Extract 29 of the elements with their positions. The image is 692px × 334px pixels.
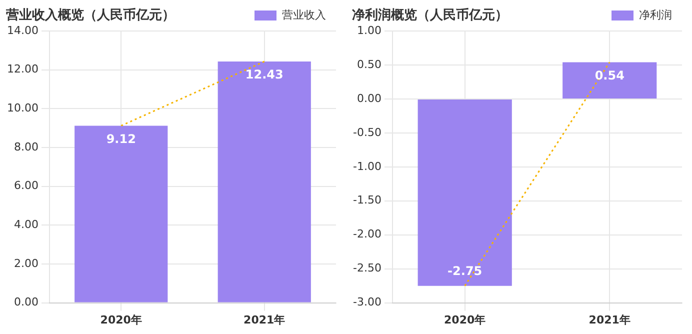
x-tick-label: 2021年 [244,313,286,326]
y-tick-label: 10.00 [6,102,38,115]
y-tick-label: 2.00 [14,256,38,270]
x-tick-label: 2020年 [100,313,142,326]
y-tick-label: -2.50 [352,262,382,275]
data-label: 0.54 [594,68,624,82]
data-label: -2.75 [448,264,482,278]
y-tick-label: 8.00 [14,140,38,154]
legend-label: 营业收入 [282,8,326,22]
x-tick-label: 2020年 [444,313,486,326]
y-tick-label: 14.00 [6,24,38,37]
y-tick-label: 6.00 [14,179,38,192]
chart-title: 净利润概览（人民币亿元） [352,6,508,24]
y-tick-label: -2.00 [352,228,382,241]
chart-title: 营业收入概览（人民币亿元） [6,6,175,24]
y-tick-label: 12.00 [6,62,38,76]
y-tick-label: -1.50 [352,194,382,207]
data-label: 12.43 [245,68,284,82]
data-label: 9.12 [106,132,136,146]
legend-label: 净利润 [639,8,672,22]
y-tick-label: -3.00 [352,296,382,309]
y-tick-label: 0.00 [356,92,382,105]
y-tick-label: -1.00 [352,160,382,173]
y-tick-label: 0.50 [356,58,382,71]
x-tick-label: 2021年 [588,313,630,326]
y-tick-label: 1.00 [356,24,382,37]
y-tick-label: 0.00 [14,296,38,309]
y-tick-label: -0.50 [352,126,382,139]
y-tick-label: 4.00 [14,218,38,231]
